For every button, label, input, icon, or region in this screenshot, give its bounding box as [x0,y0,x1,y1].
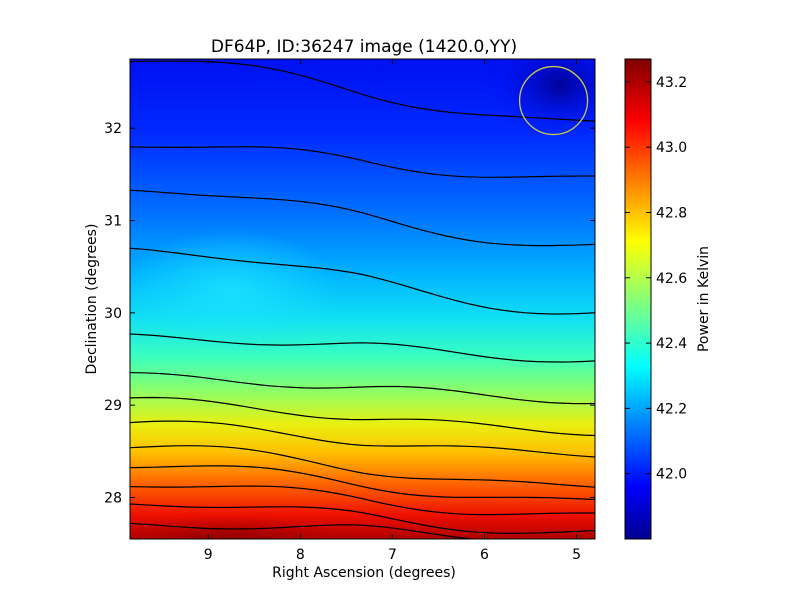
colorbar-tick-label: 42.6 [656,271,687,287]
contour-lines [130,60,595,539]
x-tick-label: 5 [572,547,581,563]
y-axis: 28 29 30 31 32 [104,121,595,506]
plot-frame [129,58,596,540]
contour-line [130,247,595,315]
colorbar-tick-label: 42.4 [656,336,687,352]
colorbar-label: Power in Kelvin [696,246,712,352]
x-axis-label: Right Ascension (degrees) [272,565,456,581]
contour-line [130,396,595,437]
beam-marker [518,65,589,136]
colorbar-tick-label: 43.2 [656,75,687,91]
colorbar-axis: 42.0 42.2 42.4 42.6 42.8 43.0 43.2 [625,75,687,483]
contour-line [130,522,595,539]
heatmap-red-region [130,515,350,539]
chart-title: DF64P, ID:36247 image (1420.0,YY) [211,37,517,57]
colorbar-tick-label: 42.8 [656,205,687,221]
x-tick-label: 9 [204,547,213,563]
contour-line [130,146,595,178]
contour-line [130,189,595,247]
contour-line [130,333,595,363]
y-tick-label: 32 [104,121,122,137]
contour-line [130,60,595,122]
contour-line [130,445,595,488]
y-tick-label: 31 [104,214,122,230]
contour-line [130,485,595,516]
contour-line [130,372,595,405]
x-tick-label: 8 [296,547,305,563]
y-tick-label: 30 [104,306,122,322]
y-tick-label: 29 [104,398,122,414]
contour-line [130,420,595,458]
x-tick-label: 6 [480,547,489,563]
x-tick-label: 7 [388,547,397,563]
colorbar-tick-label: 42.2 [656,401,687,417]
y-tick-label: 28 [104,490,122,506]
colorbar [624,58,652,540]
colorbar-tick-label: 42.0 [656,467,687,483]
y-axis-label: Declination (degrees) [84,224,100,375]
heatmap-cyan-region [130,230,340,350]
plot-area [130,59,595,539]
colorbar-tick-label: 43.0 [656,140,687,156]
contour-line [130,465,595,501]
x-axis: 9 8 7 6 5 [204,59,581,563]
contour-line [130,503,595,535]
